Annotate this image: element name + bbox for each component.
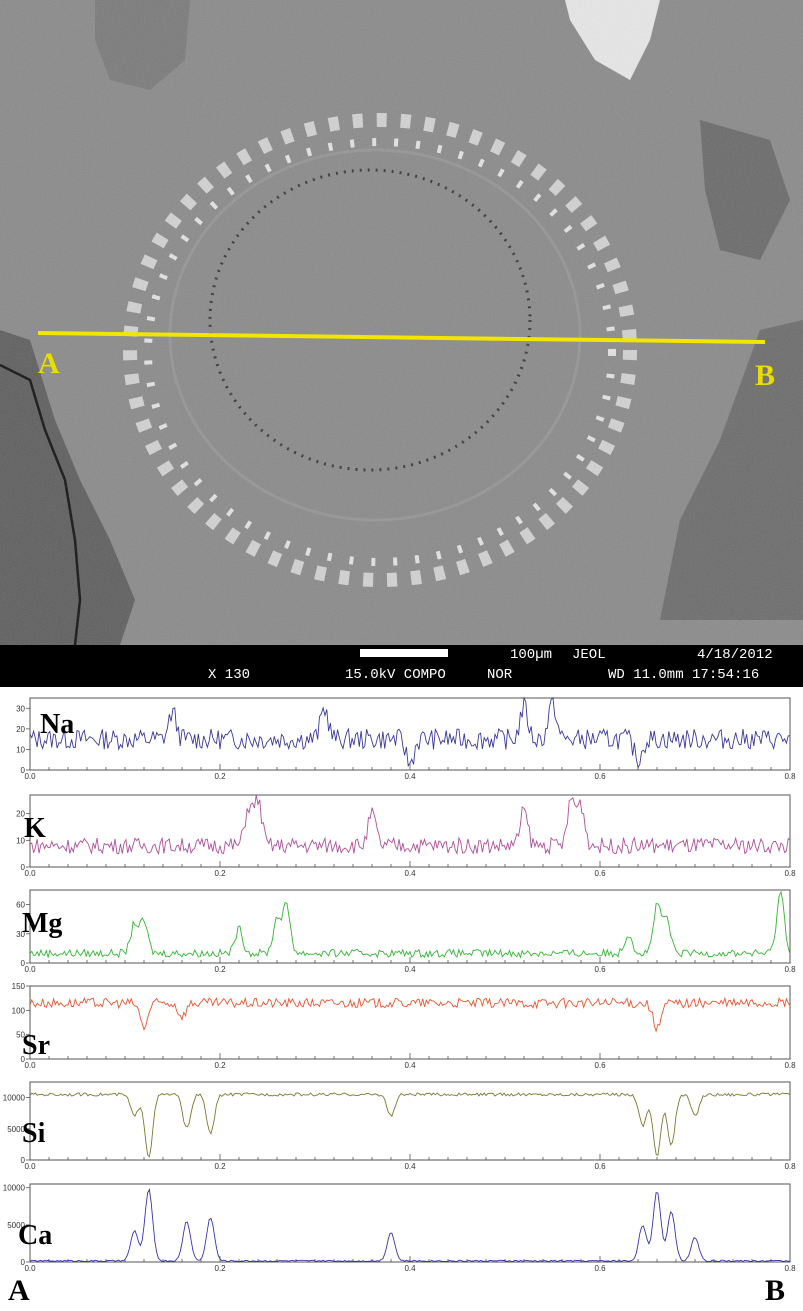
y-tick-label-sr: 150 <box>12 982 26 991</box>
element-label-k: K <box>24 813 46 844</box>
line-scan-a-b <box>37 331 766 344</box>
series-line-k <box>29 794 791 856</box>
sem-micrograph: A B <box>0 0 803 645</box>
y-tick-label-ca: 5000 <box>7 1221 25 1230</box>
info-magnification: X 130 <box>208 667 251 683</box>
y-tick-label-mg: 0 <box>21 959 26 968</box>
x-tick-label-ca: 0.0 <box>24 1264 36 1273</box>
info-mode: NOR <box>487 667 513 683</box>
element-label-sr: Sr <box>22 1030 50 1061</box>
y-tick-label-sr: 100 <box>12 1006 26 1015</box>
end-label-a: A <box>8 1274 30 1307</box>
x-tick-label-mg: 0.8 <box>784 965 796 974</box>
x-tick-label-ca: 0.4 <box>404 1264 416 1273</box>
y-tick-label-si: 0 <box>21 1156 26 1165</box>
x-tick-label-na: 0.8 <box>784 772 796 781</box>
x-tick-label-mg: 0.0 <box>24 965 36 974</box>
element-label-na: Na <box>40 709 74 740</box>
point-b-label: B <box>755 359 775 392</box>
x-tick-label-k: 0.2 <box>214 869 226 878</box>
x-tick-label-k: 0.8 <box>784 869 796 878</box>
x-tick-label-k: 0.6 <box>594 869 606 878</box>
x-tick-label-na: 0.4 <box>404 772 416 781</box>
x-tick-label-k: 0.4 <box>404 869 416 878</box>
series-line-si <box>29 1092 791 1158</box>
x-tick-label-si: 0.4 <box>404 1162 416 1171</box>
x-tick-label-sr: 0.4 <box>404 1061 416 1070</box>
series-line-mg <box>29 890 791 959</box>
y-tick-label-na: 0 <box>21 766 26 775</box>
element-label-ca: Ca <box>18 1220 52 1251</box>
info-wd-time: WD 11.0mm 17:54:16 <box>608 667 760 683</box>
x-tick-label-mg: 0.2 <box>214 965 226 974</box>
y-tick-label-si: 5000 <box>7 1125 25 1134</box>
scale-bar <box>360 649 448 657</box>
chart-frame-mg <box>29 889 791 964</box>
y-tick-label-mg: 30 <box>16 930 25 939</box>
y-tick-label-k: 20 <box>16 810 25 819</box>
y-tick-label-k: 10 <box>16 836 25 845</box>
sem-grain-texture <box>0 0 803 645</box>
y-tick-label-ca: 0 <box>21 1258 26 1267</box>
x-tick-label-si: 0.0 <box>24 1162 36 1171</box>
y-tick-label-ca: 10000 <box>3 1184 26 1193</box>
point-a-label: A <box>38 347 60 380</box>
y-tick-label-na: 20 <box>16 725 25 734</box>
x-tick-label-na: 0.2 <box>214 772 226 781</box>
x-tick-label-ca: 0.6 <box>594 1264 606 1273</box>
y-tick-label-na: 30 <box>16 704 25 713</box>
series-line-sr <box>29 996 791 1033</box>
chart-frame-sr <box>29 985 791 1060</box>
chart-frame-ca <box>29 1183 791 1263</box>
x-tick-label-si: 0.6 <box>594 1162 606 1171</box>
x-tick-label-na: 0.6 <box>594 772 606 781</box>
y-tick-label-sr: 50 <box>16 1031 25 1040</box>
y-tick-label-mg: 60 <box>16 901 25 910</box>
chart-frame-si <box>29 1081 791 1161</box>
chart-frame-k <box>29 794 791 868</box>
series-line-ca <box>29 1188 791 1263</box>
x-tick-label-si: 0.8 <box>784 1162 796 1171</box>
info-date: 4/18/2012 <box>697 647 773 663</box>
x-tick-label-mg: 0.6 <box>594 965 606 974</box>
y-tick-label-sr: 0 <box>21 1055 26 1064</box>
x-tick-label-sr: 0.6 <box>594 1061 606 1070</box>
info-brand: JEOL <box>572 647 606 663</box>
y-tick-label-si: 10000 <box>3 1094 26 1103</box>
y-tick-label-na: 10 <box>16 745 25 754</box>
line-scan-plots: 0.0 0.2 0.4 0.6 0.8 0 10 20 30 Na 0.0 0.2 0.4 0.6 0.8 0… <box>3 696 796 1273</box>
end-label-b: B <box>765 1274 786 1307</box>
info-voltage-mode: 15.0kV COMPO <box>345 667 446 683</box>
x-tick-label-mg: 0.4 <box>404 965 416 974</box>
x-tick-label-sr: 0.0 <box>24 1061 36 1070</box>
info-scale: 100µm <box>510 647 553 663</box>
x-tick-label-ca: 0.2 <box>214 1264 226 1273</box>
x-tick-label-si: 0.2 <box>214 1162 226 1171</box>
x-tick-label-ca: 0.8 <box>784 1264 796 1273</box>
y-tick-label-k: 0 <box>21 863 26 872</box>
element-label-si: Si <box>22 1118 46 1149</box>
x-tick-label-sr: 0.2 <box>214 1061 226 1070</box>
x-tick-label-k: 0.0 <box>24 869 36 878</box>
series-line-na <box>29 696 791 770</box>
x-tick-label-sr: 0.8 <box>784 1061 796 1070</box>
x-tick-label-na: 0.0 <box>24 772 36 781</box>
element-label-mg: Mg <box>22 908 62 939</box>
